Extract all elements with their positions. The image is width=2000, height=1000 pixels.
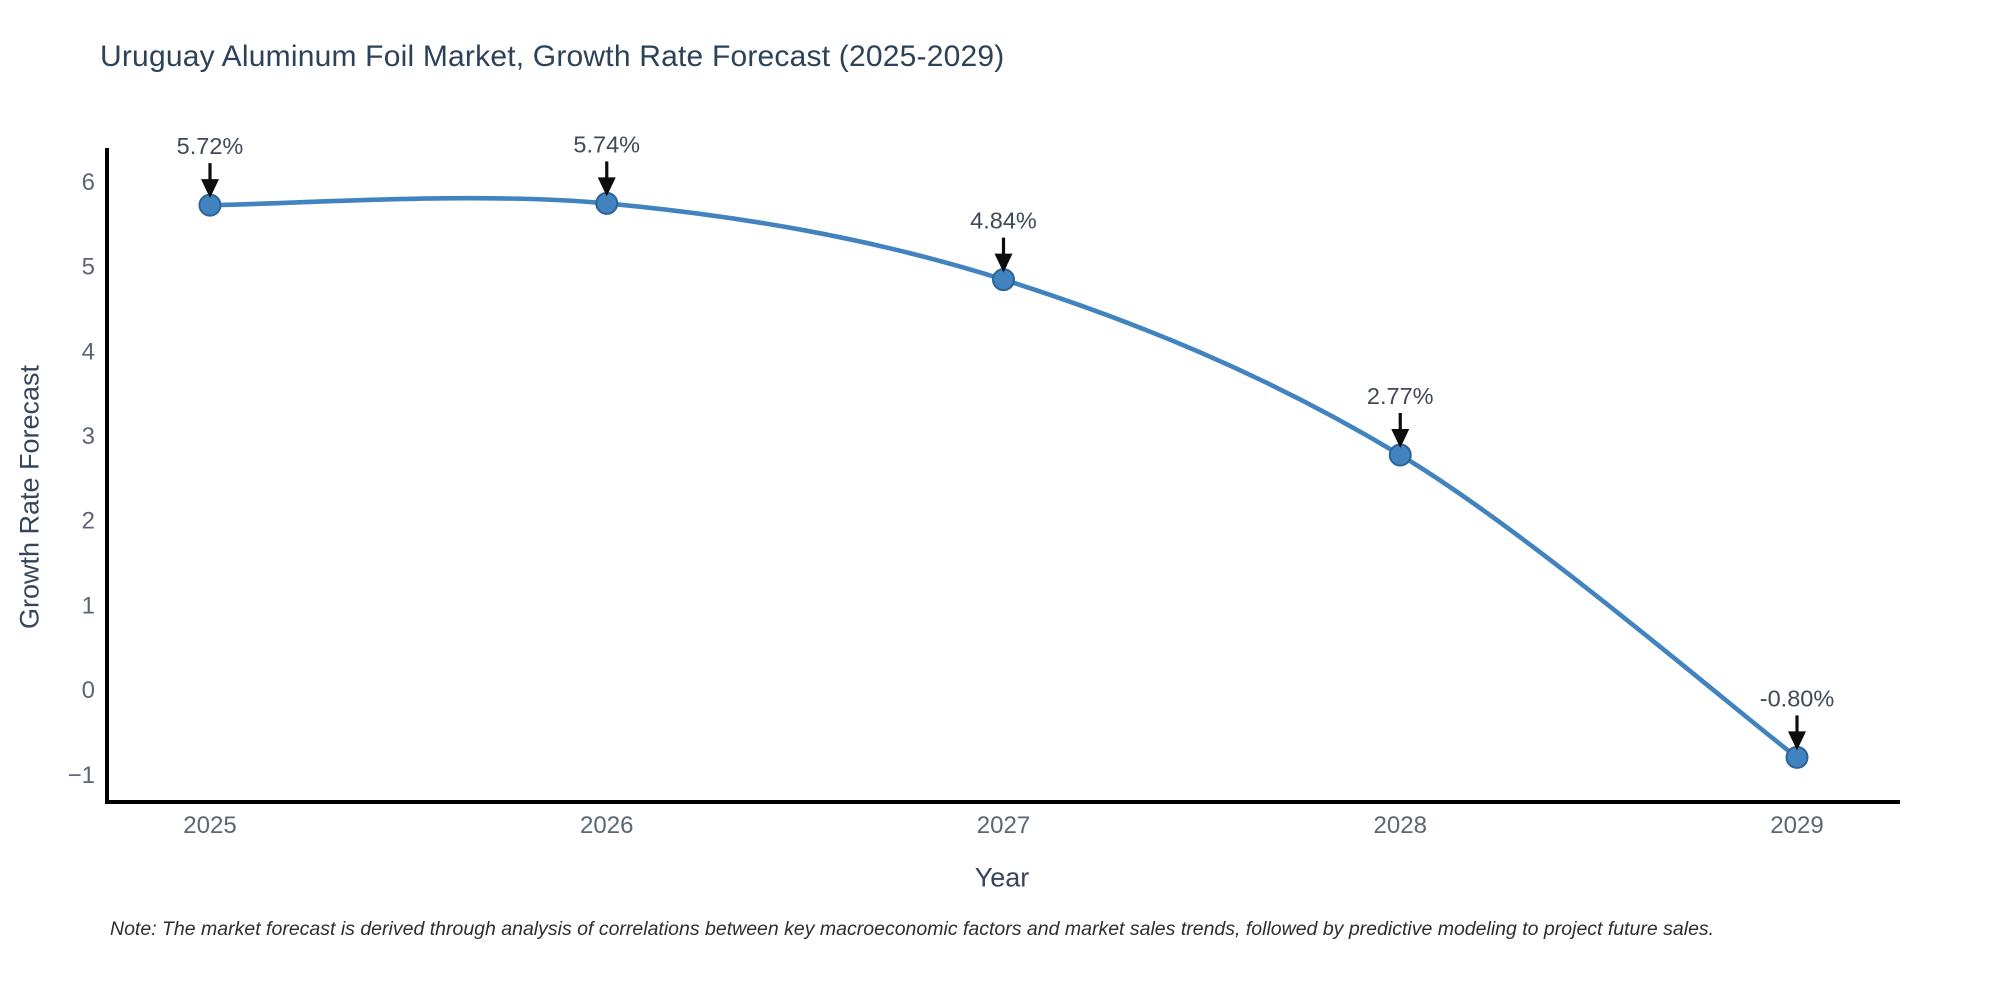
data-point-label: 5.72% xyxy=(177,133,244,159)
annotation-arrow-head xyxy=(1788,731,1806,751)
annotation-arrow-head xyxy=(994,253,1013,273)
data-point-label: -0.80% xyxy=(1760,685,1835,711)
x-tick-label: 2028 xyxy=(1374,812,1427,839)
x-tick-label: 2025 xyxy=(183,812,236,839)
y-tick-label: −1 xyxy=(68,762,95,789)
annotation-arrow-head xyxy=(201,179,219,199)
chart-title: Uruguay Aluminum Foil Market, Growth Rat… xyxy=(100,40,1005,73)
y-tick-label: 5 xyxy=(82,254,95,281)
axis-lines xyxy=(105,148,1900,804)
data-point-label: 4.84% xyxy=(970,208,1037,234)
data-point-label: 5.74% xyxy=(573,131,640,157)
annotation-arrow-head xyxy=(1391,429,1410,448)
y-tick-label: 2 xyxy=(82,508,95,535)
y-tick-label: 0 xyxy=(82,677,95,704)
y-tick-label: 3 xyxy=(82,423,95,450)
annotation-arrow-head xyxy=(597,177,616,197)
x-tick-label: 2027 xyxy=(977,812,1030,839)
y-tick-label: 4 xyxy=(82,338,95,365)
x-tick-label: 2026 xyxy=(580,812,633,839)
footnote: Note: The market forecast is derived thr… xyxy=(110,918,1715,940)
y-tick-label: 1 xyxy=(82,592,95,619)
data-point-label: 2.77% xyxy=(1367,383,1434,409)
y-tick-label: 6 xyxy=(82,169,95,196)
x-tick-label: 2029 xyxy=(1770,812,1823,839)
x-axis-title: Year xyxy=(974,862,1030,893)
